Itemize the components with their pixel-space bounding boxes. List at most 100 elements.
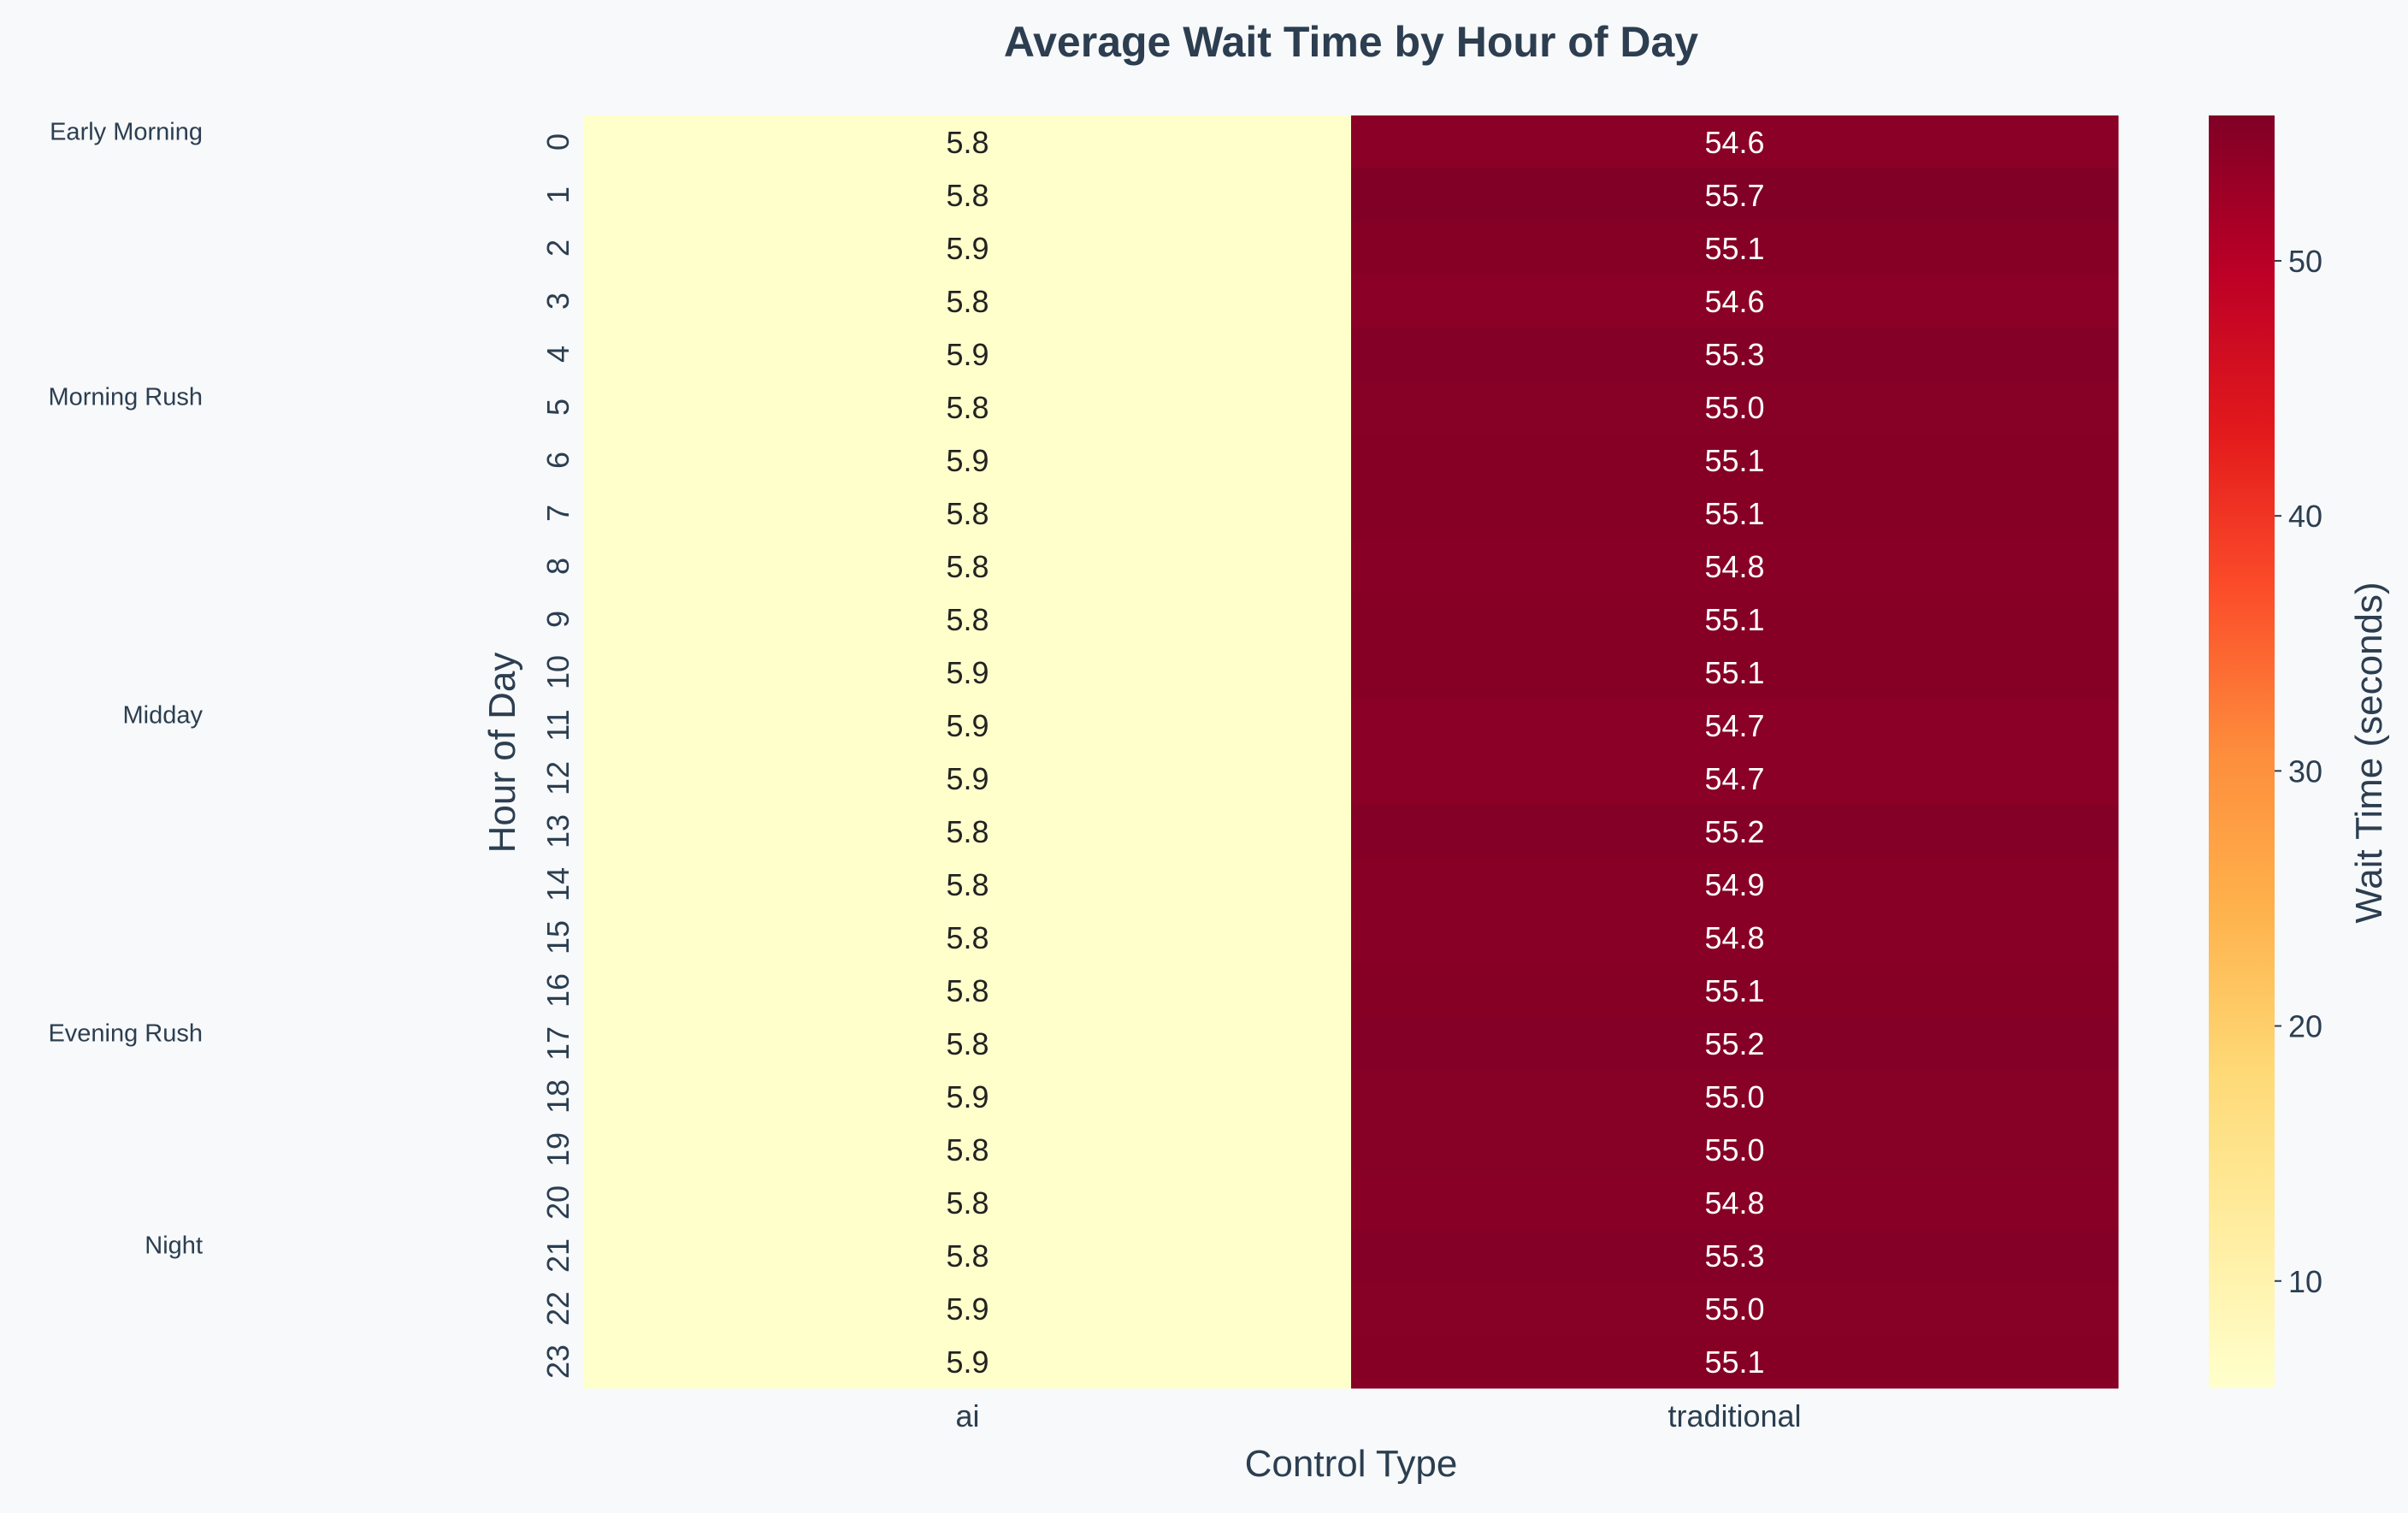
heatmap-cell <box>1351 1123 2119 1177</box>
y-tick-label: 0 <box>540 133 575 151</box>
heatmap-cell <box>1351 964 2119 1018</box>
heatmap-cell <box>584 699 1352 753</box>
heatmap-cell <box>1351 1229 2119 1283</box>
cell-value-label: 55.1 <box>1704 655 1764 690</box>
y-tick-label: 21 <box>540 1238 575 1273</box>
heatmap-cell <box>1351 1176 2119 1230</box>
colorbar-label: Wait Time (seconds) <box>2348 582 2390 923</box>
cell-value-label: 55.1 <box>1704 973 1764 1008</box>
x-tick-label: traditional <box>1667 1398 1801 1433</box>
cell-value-label: 5.8 <box>946 973 989 1008</box>
heatmap-cell <box>1351 911 2119 965</box>
heatmap-cell <box>1351 1282 2119 1336</box>
heatmap-cell <box>1351 381 2119 434</box>
y-tick-label: 8 <box>540 558 575 575</box>
y-tick-label: 3 <box>540 293 575 310</box>
colorbar-ticks: 10 20 30 40 50 <box>2275 244 2322 1299</box>
colorbar-tick-label: 50 <box>2288 244 2322 279</box>
heatmap-cell <box>1351 487 2119 541</box>
heatmap-cell <box>1351 434 2119 488</box>
cell-value-label: 55.1 <box>1704 443 1764 478</box>
x-axis-label: Control Type <box>1245 1443 1458 1485</box>
chart-title: Average Wait Time by Hour of Day <box>1004 18 1698 66</box>
cell-value-label: 55.7 <box>1704 178 1764 213</box>
cell-value-label: 5.8 <box>946 178 989 213</box>
heatmap-cell <box>584 222 1352 275</box>
heatmap-cell <box>584 1017 1352 1071</box>
cell-value-label: 54.6 <box>1704 284 1764 319</box>
y-tick-label: 6 <box>540 452 575 469</box>
colorbar-tick-label: 10 <box>2288 1264 2322 1299</box>
cell-value-label: 5.9 <box>946 337 989 372</box>
cell-value-label: 55.0 <box>1704 1132 1764 1167</box>
y-tick-label: 2 <box>540 239 575 257</box>
y-tick-label: 5 <box>540 399 575 416</box>
cell-value-label: 5.9 <box>946 761 989 796</box>
heatmap-cell <box>584 1229 1352 1283</box>
cell-value-label: 5.9 <box>946 443 989 478</box>
cell-value-label: 54.7 <box>1704 708 1764 743</box>
cell-value-label: 55.1 <box>1704 496 1764 531</box>
cell-value-label: 55.0 <box>1704 390 1764 425</box>
cell-value-label: 54.6 <box>1704 125 1764 160</box>
heatmap-cell <box>584 1282 1352 1336</box>
heatmap-cell <box>1351 805 2119 859</box>
heatmap-cell <box>584 1123 1352 1177</box>
heatmap-cell <box>584 752 1352 806</box>
period-label: Night <box>145 1232 203 1260</box>
cell-value-label: 5.8 <box>946 125 989 160</box>
heatmap-cell <box>584 805 1352 859</box>
y-tick-label: 22 <box>540 1291 575 1326</box>
heatmap-cell <box>584 646 1352 700</box>
cell-value-label: 55.3 <box>1704 1238 1764 1274</box>
y-tick-label: 18 <box>540 1079 575 1114</box>
heatmap-cell <box>1351 540 2119 594</box>
colorbar-tick-label: 20 <box>2288 1009 2322 1044</box>
heatmap-cells <box>584 115 2119 1389</box>
heatmap-cell <box>584 540 1352 594</box>
cell-value-label: 5.8 <box>946 1132 989 1167</box>
heatmap-cell <box>1351 168 2119 222</box>
cell-value-label: 55.2 <box>1704 814 1764 849</box>
y-tick-label: 9 <box>540 611 575 628</box>
cell-value-label: 54.8 <box>1704 1185 1764 1220</box>
y-tick-label: 14 <box>540 867 575 901</box>
y-tick-label: 7 <box>540 505 575 522</box>
y-tick-label: 23 <box>540 1345 575 1379</box>
heatmap-cell <box>584 434 1352 488</box>
cell-value-label: 5.8 <box>946 496 989 531</box>
heatmap-cell <box>1351 1070 2119 1124</box>
heatmap-cell <box>584 964 1352 1018</box>
cell-value-label: 5.9 <box>946 231 989 266</box>
cell-value-label: 5.9 <box>946 1345 989 1380</box>
heatmap-cell <box>584 911 1352 965</box>
cell-value-label: 55.1 <box>1704 231 1764 266</box>
cell-value-label: 5.8 <box>946 1238 989 1274</box>
cell-value-label: 5.8 <box>946 602 989 637</box>
heatmap-cell <box>1351 275 2119 328</box>
heatmap-cell <box>584 115 1352 169</box>
y-tick-label: 12 <box>540 761 575 795</box>
heatmap-cell <box>584 328 1352 381</box>
heatmap-cell <box>1351 646 2119 700</box>
cell-value-label: 5.8 <box>946 1185 989 1220</box>
heatmap-cell <box>584 1176 1352 1230</box>
x-tick-label: ai <box>955 1398 979 1433</box>
heatmap-cell <box>1351 699 2119 753</box>
cell-value-label: 5.9 <box>946 655 989 690</box>
cell-value-label: 5.8 <box>946 867 989 902</box>
cell-value-label: 55.1 <box>1704 1345 1764 1380</box>
cell-value-label: 5.9 <box>946 1291 989 1327</box>
heatmap-cell <box>584 275 1352 328</box>
y-tick-label: 1 <box>540 186 575 204</box>
colorbar <box>2209 115 2275 1388</box>
y-tick-label: 10 <box>540 655 575 689</box>
cell-value-label: 5.9 <box>946 708 989 743</box>
heatmap-cell <box>1351 1335 2119 1389</box>
period-label: Evening Rush <box>48 1020 203 1048</box>
cell-value-label: 5.8 <box>946 549 989 584</box>
x-tick-labels: ai traditional <box>955 1398 1801 1433</box>
heatmap-cell <box>584 1070 1352 1124</box>
